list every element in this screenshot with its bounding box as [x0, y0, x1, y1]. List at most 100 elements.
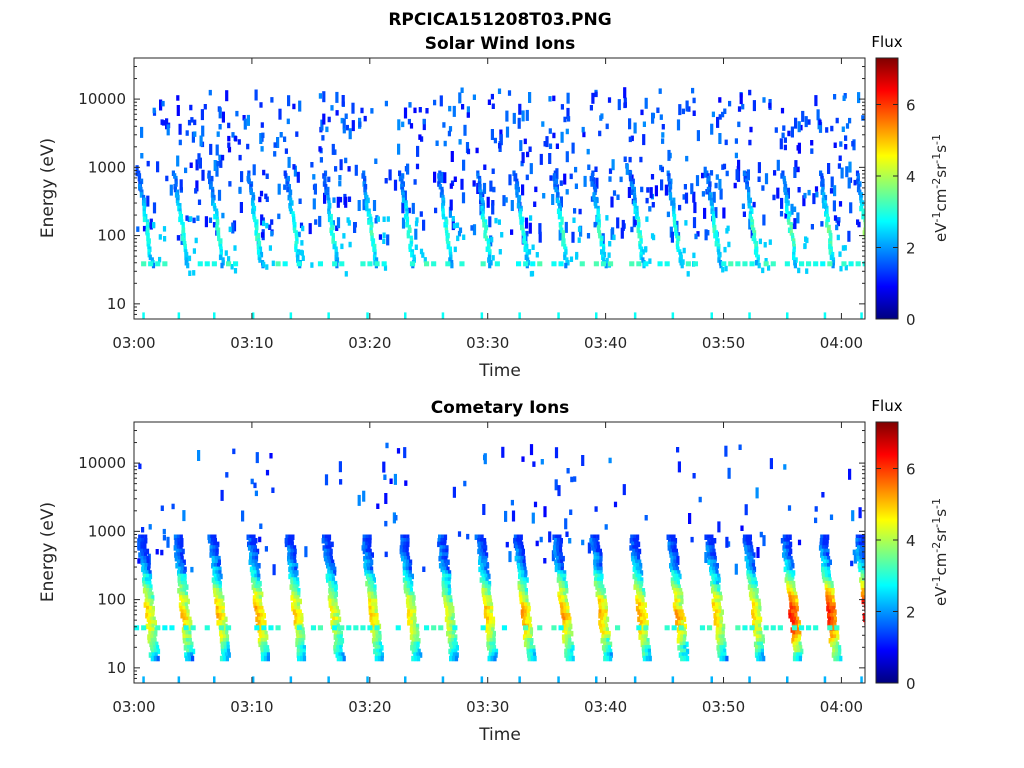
- heatmap-cell: [317, 261, 324, 267]
- heatmap-cell: [213, 534, 217, 540]
- heatmap-cell: [639, 254, 643, 261]
- heatmap-cell: [351, 102, 355, 114]
- heatmap-cell: [290, 552, 294, 558]
- heatmap-cell: [331, 588, 335, 594]
- heatmap-cell: [592, 548, 597, 555]
- heatmap-cell: [602, 627, 607, 633]
- heatmap-cell: [785, 552, 789, 558]
- heatmap-cell: [683, 655, 687, 662]
- heatmap-cell: [207, 534, 211, 540]
- heatmap-cell: [782, 534, 786, 540]
- heatmap-cell: [499, 134, 503, 146]
- heatmap-cell: [443, 559, 447, 565]
- heatmap-cell: [487, 591, 491, 598]
- heatmap-cell: [752, 552, 756, 558]
- heatmap-cell: [757, 652, 762, 658]
- heatmap-cell: [678, 652, 682, 658]
- heatmap-cell: [750, 555, 754, 562]
- heatmap-cell: [273, 151, 277, 157]
- heatmap-cell: [295, 609, 299, 615]
- heatmap-cell: [412, 634, 416, 640]
- heatmap-cell: [214, 555, 218, 562]
- heatmap-cell: [533, 655, 537, 662]
- heatmap-cell: [151, 613, 155, 619]
- heatmap-cell: [565, 627, 569, 633]
- heatmap-cell: [558, 534, 562, 540]
- heatmap-cell: [269, 453, 273, 459]
- heatmap-cell: [553, 538, 558, 544]
- heatmap-cell: [215, 595, 219, 601]
- heatmap-cell: [792, 641, 796, 648]
- heatmap-cell: [755, 588, 759, 594]
- heatmap-cell: [485, 627, 489, 633]
- heatmap-cell: [552, 545, 557, 551]
- heatmap-cell: [634, 213, 639, 220]
- heatmap-cell: [592, 538, 596, 544]
- heatmap-cell: [331, 577, 336, 583]
- heatmap-cell: [748, 676, 751, 683]
- heatmap-cell: [518, 548, 522, 555]
- heatmap-cell: [329, 577, 333, 583]
- heatmap-cell: [828, 588, 832, 594]
- heatmap-cell: [371, 609, 375, 615]
- heatmap-cell: [603, 595, 607, 601]
- heatmap-cell: [375, 634, 379, 640]
- x-tick-label: 04:00: [820, 334, 863, 352]
- heatmap-cell: [599, 559, 603, 565]
- heatmap-cell: [213, 312, 216, 319]
- heatmap-cell: [323, 555, 328, 562]
- heatmap-cell: [298, 630, 302, 637]
- heatmap-cell: [368, 609, 372, 615]
- heatmap-cell: [560, 131, 564, 143]
- heatmap-cell: [601, 609, 605, 615]
- heatmap-cell: [532, 645, 536, 651]
- heatmap-cell: [721, 627, 725, 633]
- heatmap-cell: [294, 566, 298, 573]
- heatmap-cell: [297, 588, 301, 594]
- heatmap-cell: [748, 538, 752, 544]
- heatmap-cell: [488, 580, 492, 587]
- heatmap-cell: [169, 625, 175, 631]
- heatmap-cell: [405, 566, 409, 573]
- heatmap-cell: [451, 609, 455, 615]
- x-tick-label: 03:50: [702, 698, 745, 716]
- heatmap-cell: [525, 243, 529, 250]
- heatmap-cell: [664, 261, 670, 267]
- heatmap-cell: [578, 208, 582, 215]
- heatmap-cell: [848, 468, 852, 480]
- heatmap-cell: [378, 634, 382, 640]
- heatmap-cell: [602, 623, 606, 630]
- heatmap-cell: [677, 584, 681, 590]
- heatmap-cell: [146, 195, 150, 207]
- heatmap-cell: [516, 203, 520, 209]
- heatmap-cell: [296, 620, 300, 626]
- heatmap-cell: [256, 602, 260, 608]
- heatmap-cell: [756, 655, 760, 662]
- heatmap-cell: [218, 254, 223, 261]
- heatmap-cell: [840, 167, 844, 179]
- heatmap-cell: [557, 591, 561, 598]
- heatmap-cell: [552, 132, 556, 139]
- heatmap-cell: [508, 174, 512, 186]
- heatmap-cell: [408, 591, 412, 598]
- heatmap-cell: [288, 566, 292, 573]
- heatmap-cell: [294, 602, 298, 608]
- heatmap-cell: [686, 655, 690, 662]
- heatmap-cell: [826, 548, 830, 555]
- heatmap-cell: [445, 552, 449, 558]
- heatmap-cell: [558, 598, 563, 605]
- heatmap-cell: [860, 584, 864, 590]
- heatmap-cell: [867, 570, 870, 576]
- heatmap-cell: [292, 584, 296, 590]
- heatmap-cell: [757, 262, 761, 269]
- heatmap-cell: [518, 570, 522, 576]
- heatmap-cell: [258, 630, 262, 637]
- heatmap-cell: [610, 196, 614, 208]
- heatmap-cell: [408, 566, 412, 573]
- heatmap-cell: [627, 187, 631, 198]
- heatmap-cell: [369, 563, 373, 569]
- heatmap-cell: [602, 246, 606, 252]
- heatmap-cell: [368, 580, 372, 587]
- heatmap-cell: [192, 648, 196, 655]
- heatmap-cell: [382, 461, 386, 473]
